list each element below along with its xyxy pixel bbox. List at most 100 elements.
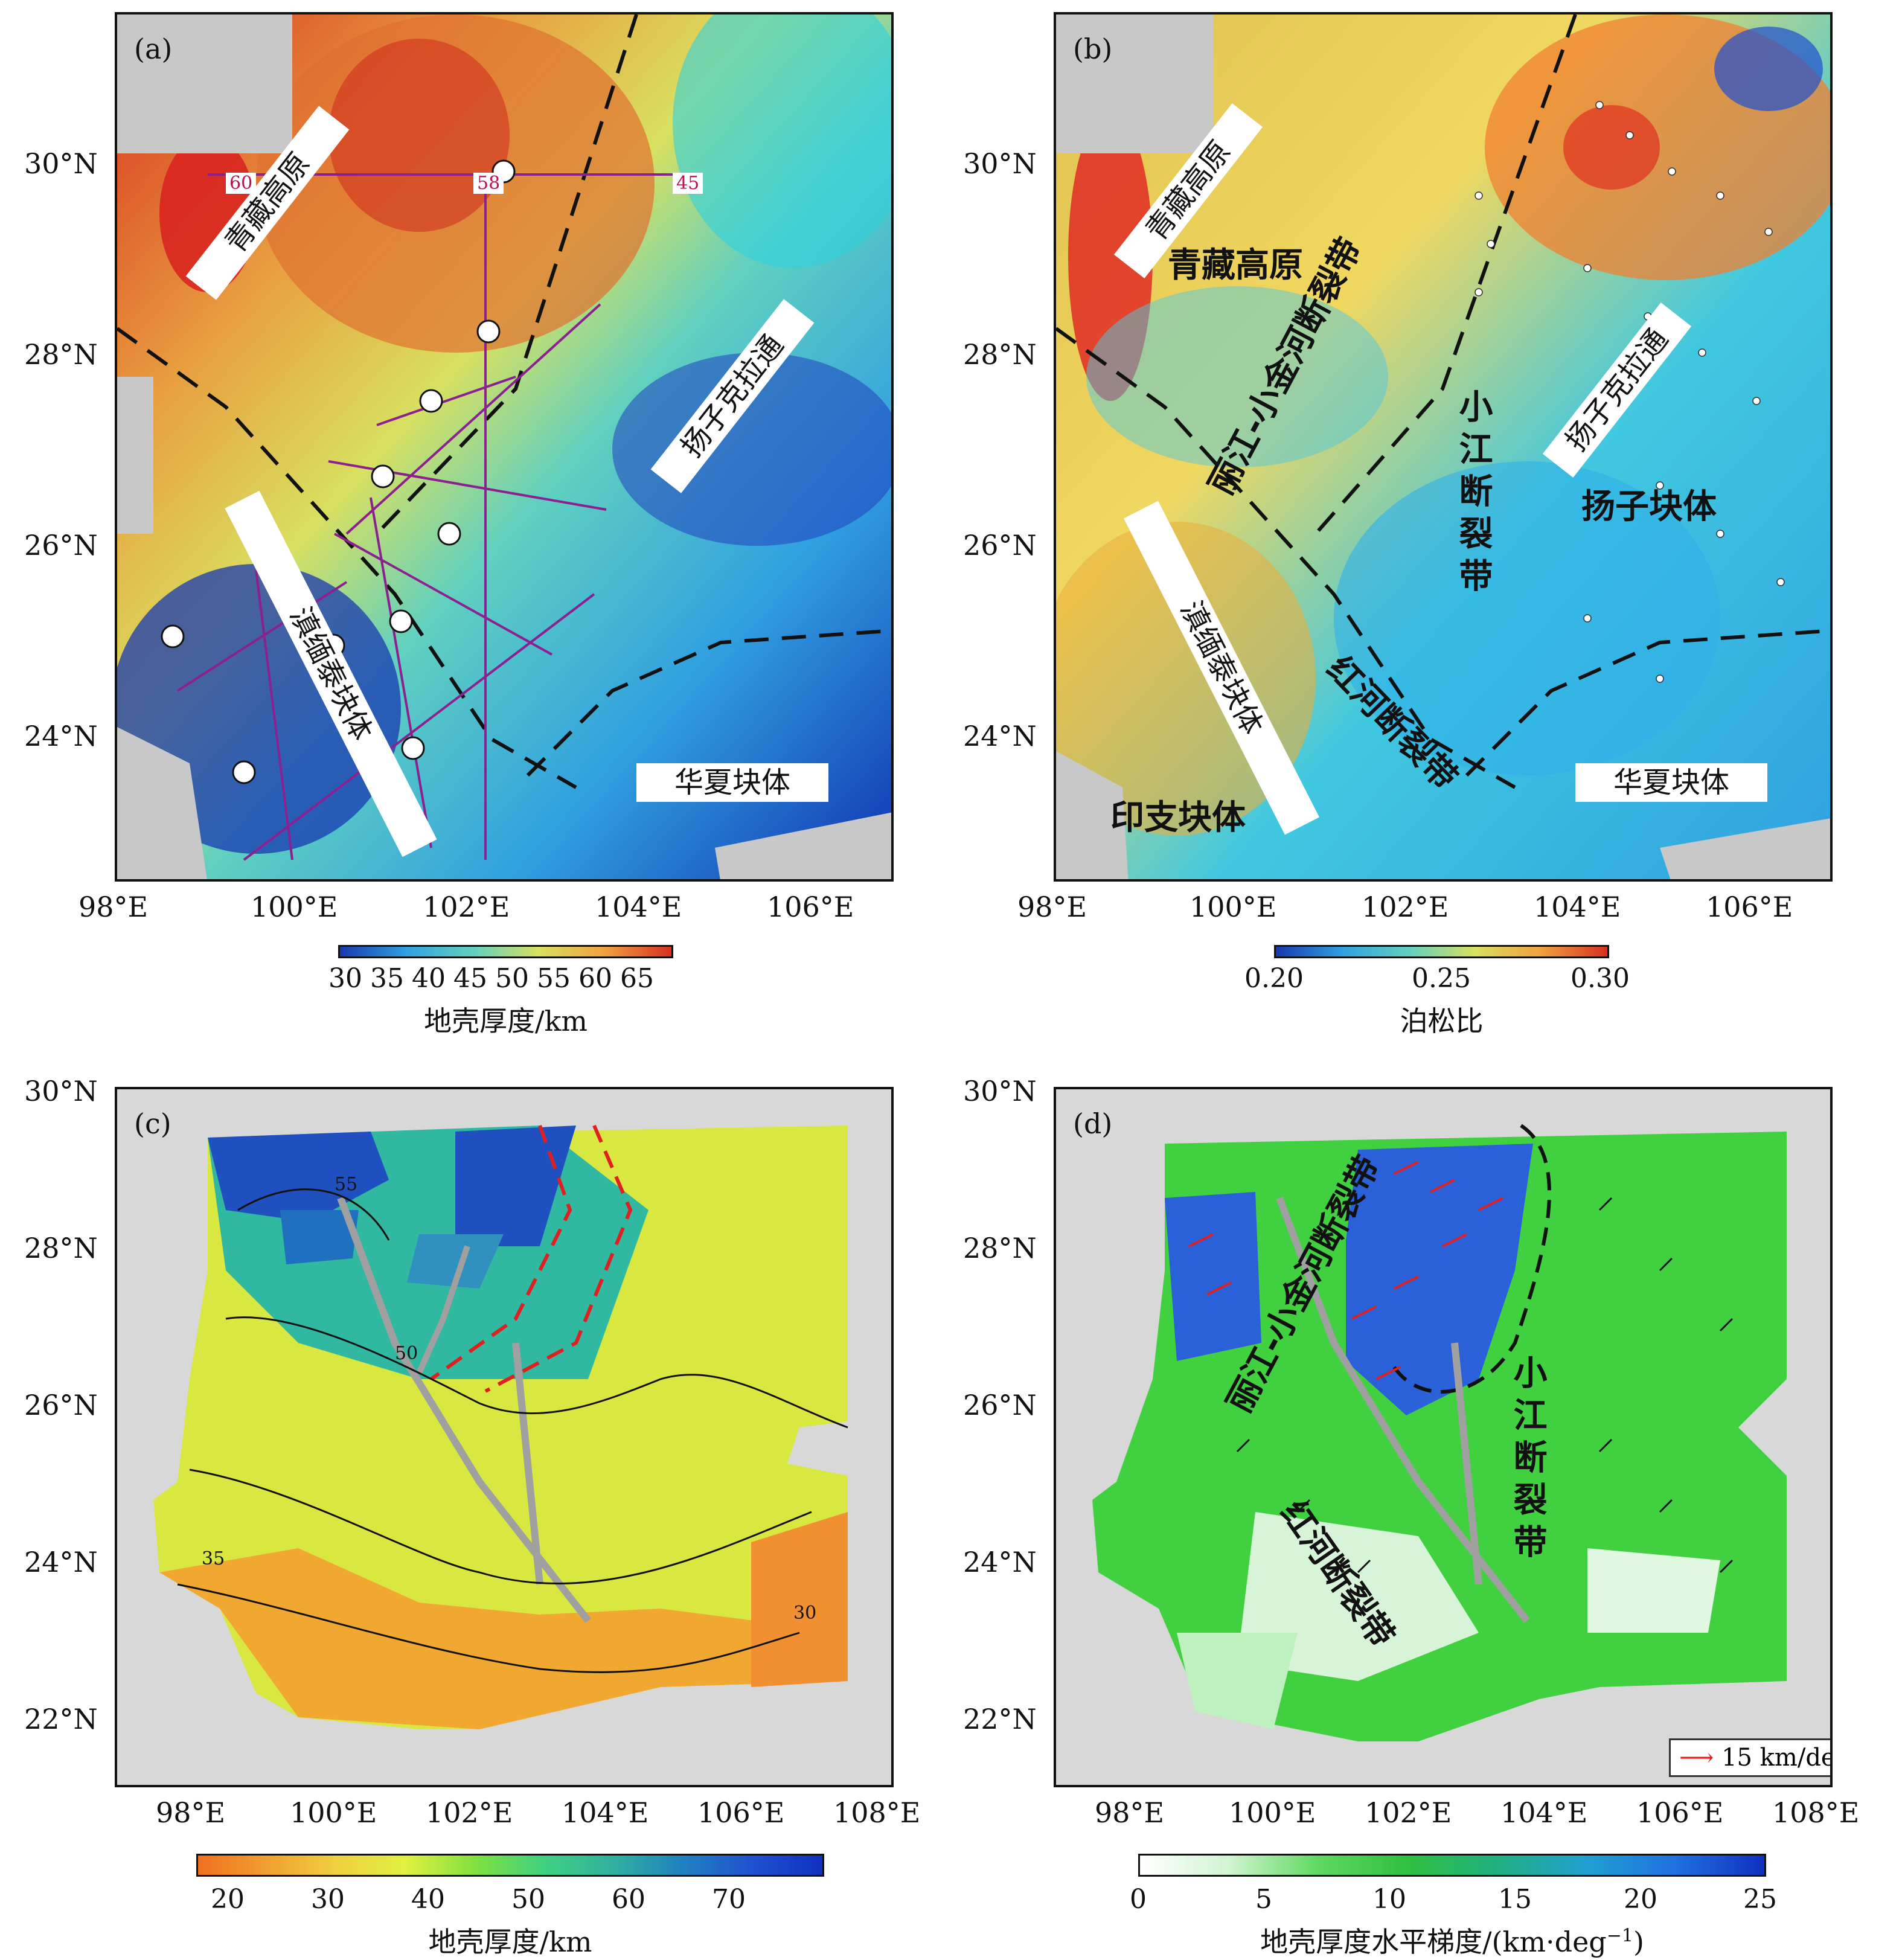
cb-tick: 70 <box>712 1884 746 1915</box>
cb-tick: 10 <box>1372 1884 1406 1915</box>
cb-tick: 0.25 <box>1412 963 1471 994</box>
region-bold-label: 扬子块体 <box>1581 487 1717 527</box>
x-tick: 108°E <box>833 1796 921 1829</box>
region-label: 华夏块体 <box>636 763 828 802</box>
cb-tick: 20 <box>1624 1884 1657 1915</box>
profile-number: 60 <box>226 173 257 194</box>
x-tick: 98°E <box>156 1796 226 1829</box>
panel-label-d: (d) <box>1073 1107 1113 1140</box>
profile-number: 45 <box>673 173 703 194</box>
y-tick: 28°N <box>963 1232 1037 1264</box>
map-c-raster <box>117 1089 891 1785</box>
y-tick: 28°N <box>24 1232 98 1264</box>
cb-tick: 65 <box>620 963 654 994</box>
x-tick: 104°E <box>562 1796 649 1829</box>
cb-tick: 40 <box>412 963 446 994</box>
y-tick: 26°N <box>963 529 1037 562</box>
x-tick: 98°E <box>78 891 149 923</box>
map-d: (d) 丽江-小金河断裂带 小江断裂带 红河断裂带 ⟶ 15 km/deg <box>1054 1087 1833 1787</box>
y-tick: 26°N <box>24 529 98 562</box>
x-tick: 102°E <box>1365 1796 1452 1829</box>
map-a: (a) 青藏高原 扬子克拉通 滇缅泰块体 华夏块体 60 58 45 <box>115 12 894 882</box>
profile-number: 58 <box>473 173 504 194</box>
cb-tick: 45 <box>453 963 487 994</box>
colorbar-a <box>338 945 673 958</box>
cb-tick: 0.30 <box>1571 963 1630 994</box>
x-tick: 100°E <box>251 891 338 923</box>
colorbar-b-title: 泊松比 <box>1400 1005 1484 1037</box>
colorbar-c <box>196 1854 824 1877</box>
y-tick: 26°N <box>963 1389 1037 1421</box>
y-tick: 22°N <box>24 1703 98 1735</box>
x-tick: 100°E <box>1229 1796 1316 1829</box>
y-tick: 28°N <box>963 338 1037 371</box>
contour-label: 35 <box>202 1548 225 1569</box>
x-tick: 108°E <box>1772 1796 1860 1829</box>
cb-tick: 25 <box>1743 1884 1777 1915</box>
cb-title-end: ) <box>1633 1926 1644 1958</box>
y-tick: 24°N <box>24 720 98 752</box>
gradient-arrows <box>1188 1161 1503 1380</box>
map-a-raster <box>117 14 891 879</box>
colorbar-d <box>1138 1854 1766 1877</box>
y-tick: 30°N <box>24 147 98 180</box>
x-tick: 104°E <box>1534 891 1621 923</box>
map-b-raster <box>1056 14 1830 879</box>
contour-label: 55 <box>335 1174 358 1195</box>
x-tick: 106°E <box>1706 891 1793 923</box>
x-tick: 98°E <box>1095 1796 1165 1829</box>
arrow-scale-legend: ⟶ 15 km/deg <box>1669 1738 1830 1777</box>
colorbar-c-ticks: 20 30 40 50 60 70 <box>196 1884 824 1915</box>
x-tick: 102°E <box>1362 891 1449 923</box>
cb-tick: 60 <box>578 963 612 994</box>
contour-label: 50 <box>395 1343 418 1364</box>
panel-label-b: (b) <box>1073 33 1113 65</box>
x-tick: 100°E <box>290 1796 377 1829</box>
colorbar-d-title: 地壳厚度水平梯度/(km·deg−1) <box>1138 1920 1766 1960</box>
cb-tick: 5 <box>1255 1884 1272 1915</box>
legend-text: 15 km/deg <box>1721 1744 1830 1772</box>
colorbar-b <box>1274 945 1609 958</box>
x-tick: 104°E <box>1500 1796 1588 1829</box>
cb-tick: 55 <box>537 963 571 994</box>
map-c: (c) 55 50 35 30 <box>115 1087 894 1787</box>
map-b: (b) 青藏高原 扬子克拉通 滇缅泰块体 华夏块体 青藏高原 扬子块体 印支块体… <box>1054 12 1833 882</box>
region-bold-label: 印支块体 <box>1110 798 1246 837</box>
cb-tick: 40 <box>411 1884 445 1915</box>
cb-title-sup: −1 <box>1606 1925 1633 1947</box>
arrow-icon: ⟶ <box>1679 1744 1714 1772</box>
y-tick: 24°N <box>963 720 1037 752</box>
y-tick: 28°N <box>24 338 98 371</box>
colorbar-a-title: 地壳厚度/km <box>424 1005 588 1037</box>
y-tick: 26°N <box>24 1389 98 1421</box>
y-tick: 30°N <box>963 1075 1037 1107</box>
x-tick: 102°E <box>426 1796 513 1829</box>
region-bold-label: 青藏高原 <box>1168 246 1303 285</box>
colorbar-d-ticks: 0 5 10 15 20 25 <box>1130 1884 1777 1915</box>
x-tick: 104°E <box>595 891 682 923</box>
x-tick: 102°E <box>423 891 510 923</box>
cb-tick: 0.20 <box>1244 963 1304 994</box>
colorbar-b-ticks: 0.20 0.25 0.30 <box>1244 963 1630 994</box>
panel-label-a: (a) <box>134 33 173 65</box>
y-tick: 22°N <box>963 1703 1037 1735</box>
x-tick: 106°E <box>767 891 854 923</box>
station-markers <box>1475 101 1785 683</box>
cb-tick: 30 <box>311 1884 345 1915</box>
cb-tick: 50 <box>495 963 529 994</box>
gradient-ticks <box>1236 1197 1734 1574</box>
y-tick: 24°N <box>24 1546 98 1578</box>
cb-tick: 35 <box>370 963 404 994</box>
cb-tick: 0 <box>1130 1884 1147 1915</box>
cb-tick: 20 <box>211 1884 245 1915</box>
y-tick: 30°N <box>24 1075 98 1107</box>
contour-label: 30 <box>793 1603 817 1624</box>
fault-label: 小江断裂带 <box>1453 389 1493 600</box>
cb-tick: 50 <box>511 1884 545 1915</box>
x-tick: 106°E <box>1636 1796 1724 1829</box>
colorbar-c-title: 地壳厚度/km <box>428 1926 592 1958</box>
y-tick: 30°N <box>963 147 1037 180</box>
region-label: 华夏块体 <box>1575 763 1767 802</box>
cb-tick: 60 <box>612 1884 645 1915</box>
panel-label-c: (c) <box>134 1107 171 1140</box>
